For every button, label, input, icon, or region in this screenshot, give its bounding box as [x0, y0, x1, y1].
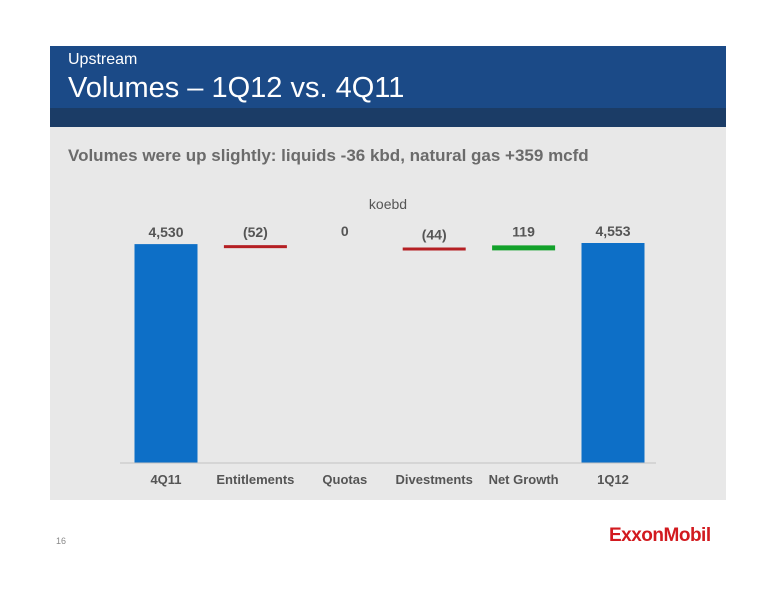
category-label-entitlements: Entitlements — [216, 472, 294, 487]
category-label-1q12: 1Q12 — [597, 472, 629, 487]
title-banner: Upstream Volumes – 1Q12 vs. 4Q11 — [50, 46, 726, 108]
banner-stripe — [50, 108, 726, 127]
bar-4q11 — [134, 244, 198, 463]
bar-entitlements — [223, 245, 287, 249]
exxonmobil-logo: ExxonMobil — [609, 525, 711, 546]
value-label-1q12: 4,553 — [595, 223, 630, 239]
value-label-4q11: 4,530 — [148, 224, 183, 240]
category-label-divestments: Divestments — [396, 472, 473, 487]
bar-divestments — [402, 247, 466, 251]
value-label-divestments: (44) — [422, 227, 447, 243]
bar-1q12 — [581, 243, 645, 463]
slide-subtitle: Volumes were up slightly: liquids -36 kb… — [68, 146, 589, 165]
category-label-net-growth: Net Growth — [489, 472, 559, 487]
category-label-4q11: 4Q11 — [150, 472, 181, 487]
section-kicker: Upstream — [68, 51, 138, 68]
slide-title: Volumes – 1Q12 vs. 4Q11 — [68, 72, 405, 104]
category-label-quotas: Quotas — [322, 472, 367, 487]
chart-unit-label: koebd — [368, 196, 408, 212]
page-number: 16 — [56, 536, 67, 546]
bar-net-growth — [492, 245, 556, 251]
value-label-quotas: 0 — [341, 223, 349, 239]
value-label-entitlements: (52) — [243, 224, 268, 240]
value-label-net-growth: 119 — [512, 223, 535, 239]
